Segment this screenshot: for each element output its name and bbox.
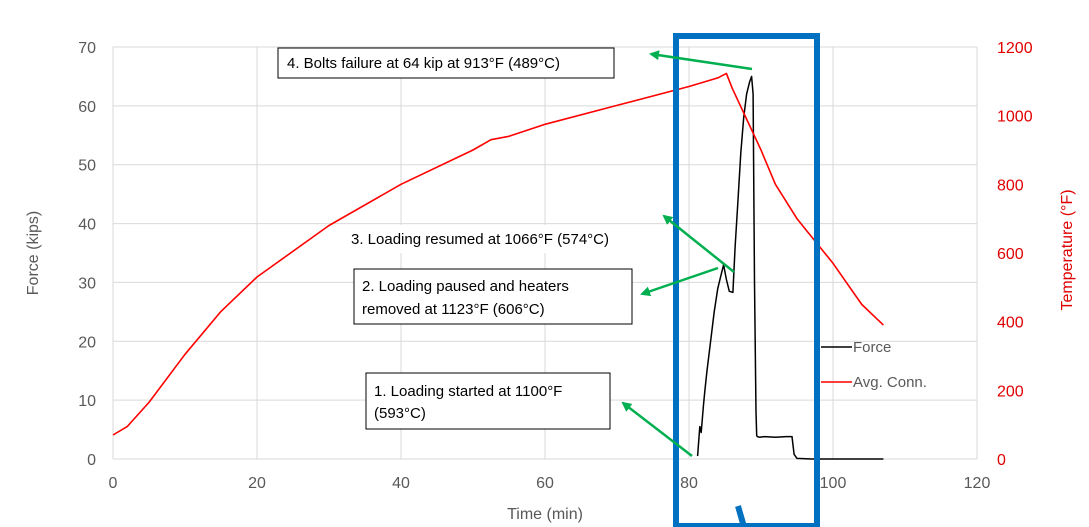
annotation-4-box xyxy=(277,47,615,79)
y-tick-label: 40 xyxy=(78,217,96,234)
tick-labels: 0 10 20 30 40 50 60 70 0 200 400 600 800 1000 1200 0 20 4… xyxy=(78,40,1032,492)
annotation-4-text: 4. Bolts failure at 64 kip at 913°F (489… xyxy=(287,55,560,72)
y2-tick-label: 400 xyxy=(997,315,1024,332)
y2-tick-label: 1200 xyxy=(997,40,1033,57)
arrow-annotation-3 xyxy=(662,214,735,273)
arrow-annotation-1 xyxy=(621,401,693,457)
annotation-2-box xyxy=(353,268,633,325)
series-line-force xyxy=(696,75,884,460)
y-tick-label: 10 xyxy=(78,393,96,410)
x-tick-label: 60 xyxy=(536,475,554,492)
y-tick-label: 30 xyxy=(78,275,96,292)
x-tick-label: 0 xyxy=(109,475,118,492)
legend: Force Avg. Conn. xyxy=(821,339,927,391)
y2-tick-label: 1000 xyxy=(997,109,1033,126)
x-tick-label: 100 xyxy=(820,475,847,492)
y-tick-label: 0 xyxy=(87,452,96,469)
x-tick-label: 20 xyxy=(248,475,266,492)
annotation-2-line1: 2. Loading paused and heaters xyxy=(362,278,569,295)
arrow-annotation-2 xyxy=(640,266,719,297)
annotation-1-box xyxy=(365,372,611,430)
y-tick-label: 60 xyxy=(78,99,96,116)
annotation-3-text: 3. Loading resumed at 1066°F (574°C) xyxy=(351,231,609,248)
x-tick-label: 80 xyxy=(680,475,698,492)
arrow-annotation-4 xyxy=(649,50,753,71)
legend-label: Avg. Conn. xyxy=(853,374,927,391)
annotation-1-line2: (593°C) xyxy=(374,405,426,422)
annotation-3-bg xyxy=(344,225,652,253)
y-axis-title: Force (kips) xyxy=(25,211,42,295)
annotation-1-line1: 1. Loading started at 1100°F xyxy=(374,383,562,400)
y2-axis-title: Temperature (°F) xyxy=(1059,189,1076,310)
legend-label: Force xyxy=(853,339,891,356)
series-lines xyxy=(112,72,884,460)
y2-tick-label: 800 xyxy=(997,177,1024,194)
x-axis-title: Time (min) xyxy=(507,506,583,523)
gridlines xyxy=(112,46,978,460)
y2-tick-label: 200 xyxy=(997,383,1024,400)
x-tick-label: 120 xyxy=(964,475,991,492)
highlight-pointer xyxy=(735,505,747,527)
series-line-avg-conn xyxy=(112,72,884,436)
y-tick-label: 20 xyxy=(78,334,96,351)
y2-tick-label: 0 xyxy=(997,452,1006,469)
x-tick-label: 40 xyxy=(392,475,410,492)
y-tick-label: 70 xyxy=(78,40,96,57)
annotation-2-line2: removed at 1123°F (606°C) xyxy=(362,301,545,318)
y-tick-label: 50 xyxy=(78,158,96,175)
y2-tick-label: 600 xyxy=(997,246,1024,263)
